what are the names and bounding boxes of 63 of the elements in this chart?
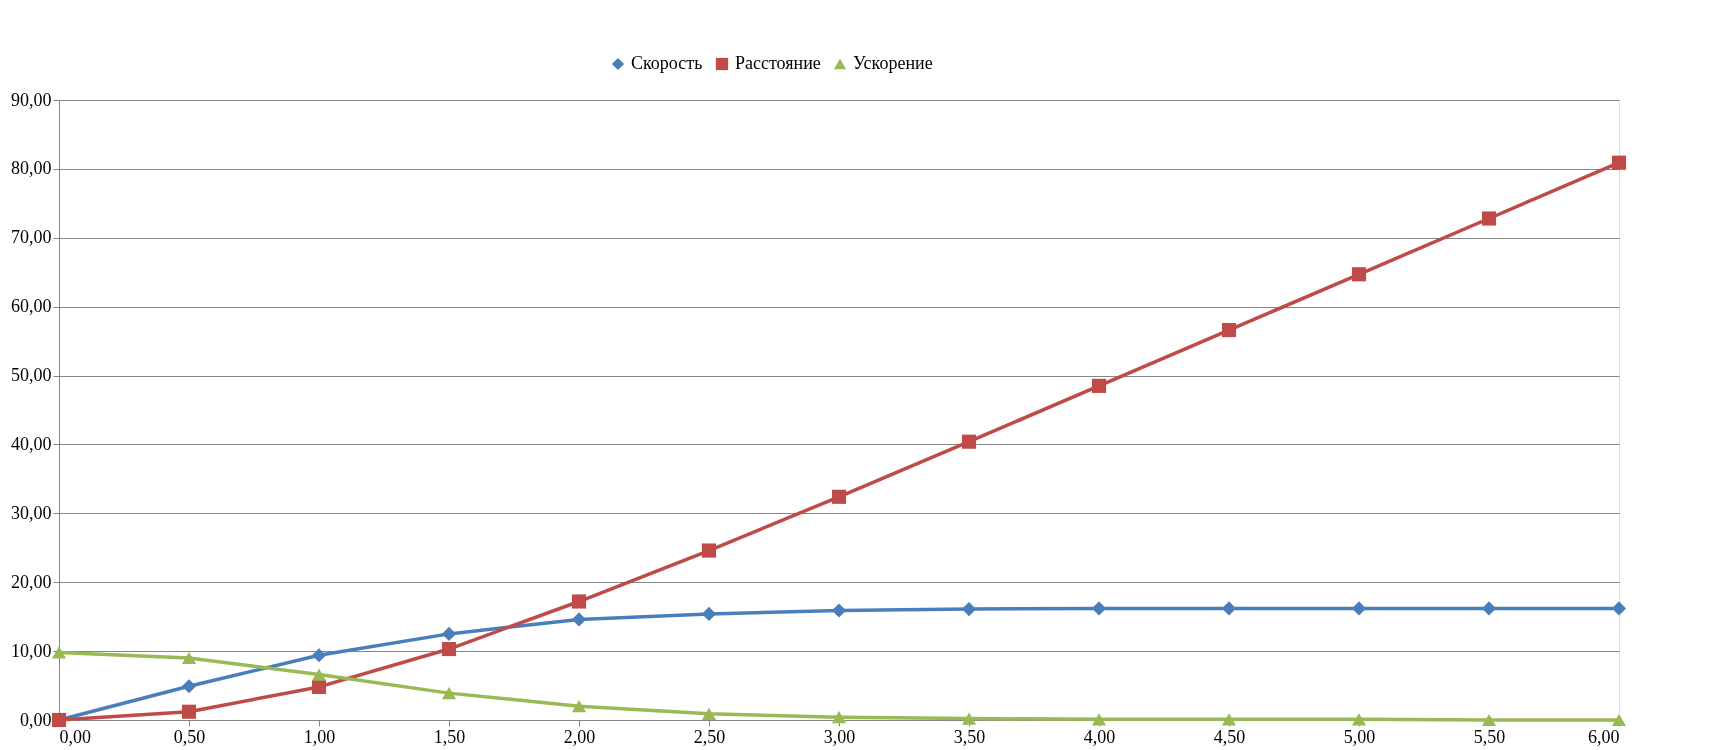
- x-tick-label: 6,00: [1588, 726, 1620, 747]
- point: [51, 646, 67, 659]
- x-tick-label: 2,00: [563, 726, 596, 747]
- point: [441, 626, 457, 641]
- point: [1351, 267, 1367, 282]
- legend-label: Ускорение: [853, 53, 933, 73]
- point: [701, 606, 717, 621]
- x-tick-label: 5,00: [1343, 726, 1376, 747]
- y-tick-label: 10,00: [11, 640, 52, 661]
- point: [181, 704, 197, 719]
- point: [571, 612, 587, 627]
- point: [831, 711, 847, 724]
- x-tick-label: 5,50: [1473, 726, 1506, 747]
- point: [571, 700, 587, 713]
- point: [1611, 601, 1627, 616]
- point: [311, 679, 327, 694]
- point: [701, 543, 717, 558]
- point: [181, 679, 197, 694]
- x-tick-label: 0,00: [59, 726, 91, 747]
- x-tick-label: 1,50: [433, 726, 466, 747]
- point: [831, 603, 847, 618]
- point: [311, 648, 327, 663]
- point: [181, 651, 197, 665]
- y-tick-label: 20,00: [11, 571, 52, 592]
- y-tick-label: 40,00: [11, 433, 52, 454]
- point: [1221, 713, 1237, 726]
- point: [1351, 713, 1367, 726]
- point: [1091, 713, 1107, 726]
- y-tick-label: 60,00: [11, 296, 52, 317]
- point: [961, 602, 977, 617]
- x-tick-label: 4,50: [1213, 726, 1246, 747]
- legend-label: Расстояние: [735, 53, 821, 73]
- point: [441, 687, 457, 700]
- point: [1351, 601, 1367, 616]
- point: [1481, 211, 1497, 226]
- point: [311, 668, 327, 681]
- x-tick-label: 0,50: [173, 726, 206, 747]
- x-tick-label: 4,00: [1083, 726, 1116, 747]
- x-tick-label: 1,00: [303, 726, 336, 747]
- x-tick-label: 2,50: [693, 726, 726, 747]
- point: [1091, 601, 1107, 616]
- point: [1611, 713, 1627, 727]
- point: [961, 712, 977, 725]
- y-tick-label: 0,00: [20, 709, 52, 730]
- point: [1481, 713, 1497, 727]
- x-tick-label: 3,50: [953, 726, 986, 747]
- y-tick-label: 80,00: [11, 158, 52, 179]
- point: [1091, 378, 1107, 393]
- x-tick-label: 3,00: [823, 726, 856, 747]
- point: [1221, 601, 1237, 616]
- y-tick-label: 30,00: [11, 502, 52, 523]
- y-tick-label: 70,00: [11, 227, 52, 248]
- point: [961, 434, 977, 449]
- legend-label: Скорость: [631, 53, 703, 73]
- point: [831, 489, 847, 504]
- y-tick-label: 90,00: [11, 89, 52, 110]
- point: [441, 641, 457, 657]
- point: [1481, 601, 1497, 616]
- point: [1611, 155, 1627, 170]
- point: [1221, 323, 1237, 338]
- y-tick-label: 50,00: [11, 365, 52, 386]
- point: [701, 707, 717, 720]
- point: [571, 594, 587, 609]
